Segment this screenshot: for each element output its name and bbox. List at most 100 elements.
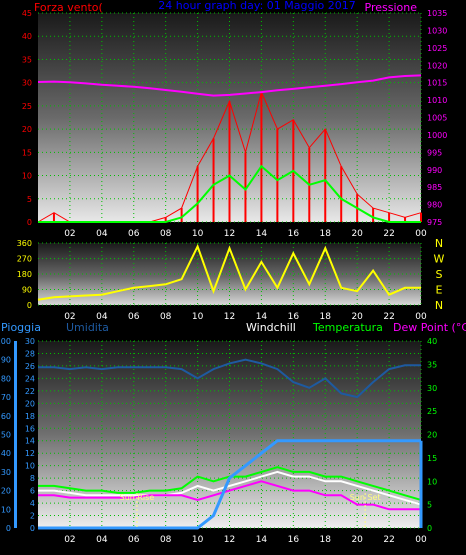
rain-y-tick: 6: [30, 487, 35, 496]
pressure-y-tick: 980: [427, 201, 442, 210]
pressure-y-tick: 1000: [427, 131, 447, 140]
weather-x-tick: 02: [64, 535, 75, 545]
direction-x-tick: 16: [288, 312, 300, 322]
wind-direction-line: [37, 243, 421, 301]
weather-x-tick: 14: [256, 535, 268, 545]
rain-axis-label: Pioggia: [1, 321, 41, 334]
chart-panels: 0510152025303540459759809859909951000100…: [0, 9, 447, 545]
direction-x-tick: 12: [224, 312, 235, 322]
wind-x-tick: 00: [415, 229, 427, 239]
temperature-y-tick: 30: [427, 384, 437, 393]
humidity-axis-label: Umidita: [66, 321, 109, 334]
humidity-y-tick: 20: [1, 487, 11, 496]
pressure-y-tick: 1025: [427, 44, 447, 53]
direction-x-tick: 20: [351, 312, 363, 322]
humidity-y-tick: 10: [1, 505, 11, 514]
humidity-y-tick: 50: [1, 431, 11, 440]
rain-y-tick: 0: [30, 524, 35, 533]
wind-x-tick: 02: [64, 229, 75, 239]
wind-axis-label: Forza vento(: [34, 1, 103, 14]
humidity-y-tick: 40: [1, 449, 11, 458]
pressure-y-tick: 985: [427, 183, 442, 192]
wind-y-tick: 5: [27, 195, 32, 204]
wind-y-tick: 10: [22, 172, 32, 181]
wind-x-tick: 16: [288, 229, 300, 239]
wind-y-tick: 40: [22, 32, 32, 41]
direction-x-tick: 14: [256, 312, 268, 322]
rain-y-tick: 14: [25, 437, 35, 446]
direction-y-tick: 270: [17, 255, 32, 264]
humidity-y-tick: 100: [0, 337, 11, 346]
dewpoint-label: Dew Point (°C): [393, 321, 466, 334]
rain-y-tick: 24: [25, 374, 35, 383]
wind-y-tick: 20: [22, 125, 32, 134]
direction-y-tick: 180: [17, 270, 32, 279]
rain-y-tick: 28: [25, 349, 35, 358]
temperature-y-tick: 5: [427, 501, 432, 510]
pressure-y-tick: 1035: [427, 9, 447, 18]
compass-label: W: [434, 253, 445, 266]
humidity-y-tick: 0: [6, 524, 11, 533]
direction-y-tick: 90: [22, 286, 32, 295]
wind-x-tick: 14: [256, 229, 268, 239]
wind-x-tick: 06: [128, 229, 140, 239]
rain-y-tick: 4: [30, 499, 35, 508]
temperature-y-tick: 10: [427, 477, 437, 486]
temperature-y-tick: 40: [427, 337, 437, 346]
temperature-y-tick: 20: [427, 431, 437, 440]
rain-y-tick: 10: [25, 462, 35, 471]
wind-y-tick: 35: [22, 55, 32, 64]
pressure-y-tick: 975: [427, 218, 442, 227]
direction-x-tick: 00: [415, 312, 427, 322]
pressure-line: [37, 74, 422, 97]
temperature-y-tick: 15: [427, 454, 437, 463]
temperature-y-tick: 25: [427, 407, 437, 416]
compass-label: S: [436, 268, 443, 281]
temperature-label: Temperatura: [312, 321, 383, 334]
direction-x-tick: 02: [64, 312, 75, 322]
rain-y-tick: 2: [30, 512, 35, 521]
windchill-line: [38, 470, 422, 506]
direction-y-tick: 0: [27, 301, 32, 310]
rain-y-tick: 16: [25, 424, 35, 433]
compass-label: E: [436, 284, 443, 297]
compass-label: N: [435, 237, 443, 250]
sun-marker-label: Sun Rise: [120, 493, 155, 502]
humidity-y-tick: 70: [1, 393, 11, 402]
weather-x-tick: 22: [383, 535, 394, 545]
wind-average-line: [38, 164, 421, 223]
weather-x-tick: 00: [415, 535, 427, 545]
humidity-y-tick: 90: [1, 356, 11, 365]
weather-x-tick: 04: [96, 535, 108, 545]
wind-y-tick: 25: [22, 102, 32, 111]
humidity-y-tick: 80: [1, 374, 11, 383]
direction-x-tick: 18: [320, 312, 332, 322]
humidity-y-tick: 30: [1, 468, 11, 477]
wind-x-tick: 20: [351, 229, 363, 239]
wind-y-tick: 30: [22, 79, 32, 88]
wind-y-tick: 45: [22, 9, 32, 18]
weather-x-tick: 20: [351, 535, 363, 545]
wind-x-tick: 22: [383, 229, 394, 239]
rain-y-tick: 22: [25, 387, 35, 396]
weather-x-tick: 10: [192, 535, 204, 545]
direction-y-tick: 360: [17, 239, 32, 248]
weather-x-tick: 08: [160, 535, 172, 545]
direction-x-tick: 06: [128, 312, 140, 322]
rain-y-tick: 20: [25, 399, 35, 408]
weather-x-tick: 18: [320, 535, 332, 545]
direction-x-tick: 10: [192, 312, 204, 322]
sun-marker-label: Sun Set: [350, 493, 381, 502]
compass-label: N: [435, 299, 443, 312]
wind-y-tick: 15: [22, 148, 32, 157]
wind-x-tick: 04: [96, 229, 108, 239]
wind-x-tick: 10: [192, 229, 204, 239]
wind-x-tick: 18: [320, 229, 332, 239]
temperature-y-tick: 0: [427, 524, 432, 533]
pressure-y-tick: 1015: [427, 79, 447, 88]
rain-line: [38, 439, 421, 530]
weather-x-tick: 16: [288, 535, 300, 545]
rain-y-tick: 26: [25, 362, 35, 371]
